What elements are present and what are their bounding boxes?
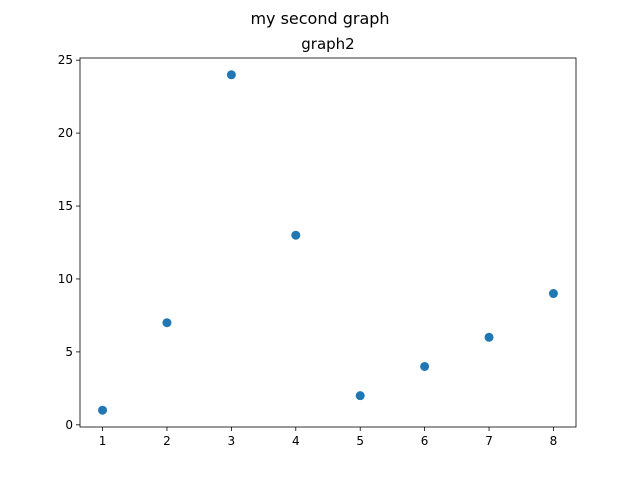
x-tick-label: 4 — [292, 434, 300, 448]
y-tick-label: 15 — [58, 199, 73, 213]
scatter-point — [420, 361, 430, 371]
scatter-point — [226, 70, 236, 80]
axes-title: graph2 — [301, 35, 354, 53]
y-tick-label: 5 — [65, 345, 73, 359]
y-tick-label: 20 — [58, 126, 73, 140]
scatter-point — [355, 391, 365, 401]
scatter-point — [291, 230, 301, 240]
scatter-series — [98, 70, 558, 415]
x-tick-label: 8 — [550, 434, 558, 448]
scatter-point — [162, 318, 172, 328]
scatter-point — [98, 405, 108, 415]
y-tick-label: 0 — [65, 418, 73, 432]
plot-area: 1 2 3 4 5 6 7 8 0 5 10 15 20 25 — [58, 53, 577, 448]
axes-frame — [79, 57, 577, 428]
scatter-point — [484, 332, 494, 342]
y-axis-ticks: 0 5 10 15 20 25 — [58, 53, 80, 432]
y-tick-label: 25 — [58, 53, 73, 67]
figure-suptitle: my second graph — [250, 9, 389, 28]
x-tick-label: 2 — [163, 434, 171, 448]
axes-background — [80, 58, 576, 427]
x-tick-label: 6 — [421, 434, 429, 448]
x-tick-label: 5 — [356, 434, 364, 448]
x-tick-label: 3 — [228, 434, 236, 448]
scatter-point — [548, 289, 558, 299]
x-tick-label: 1 — [99, 434, 107, 448]
x-axis-ticks: 1 2 3 4 5 6 7 8 — [99, 427, 558, 448]
y-tick-label: 10 — [58, 272, 73, 286]
x-tick-label: 7 — [485, 434, 493, 448]
